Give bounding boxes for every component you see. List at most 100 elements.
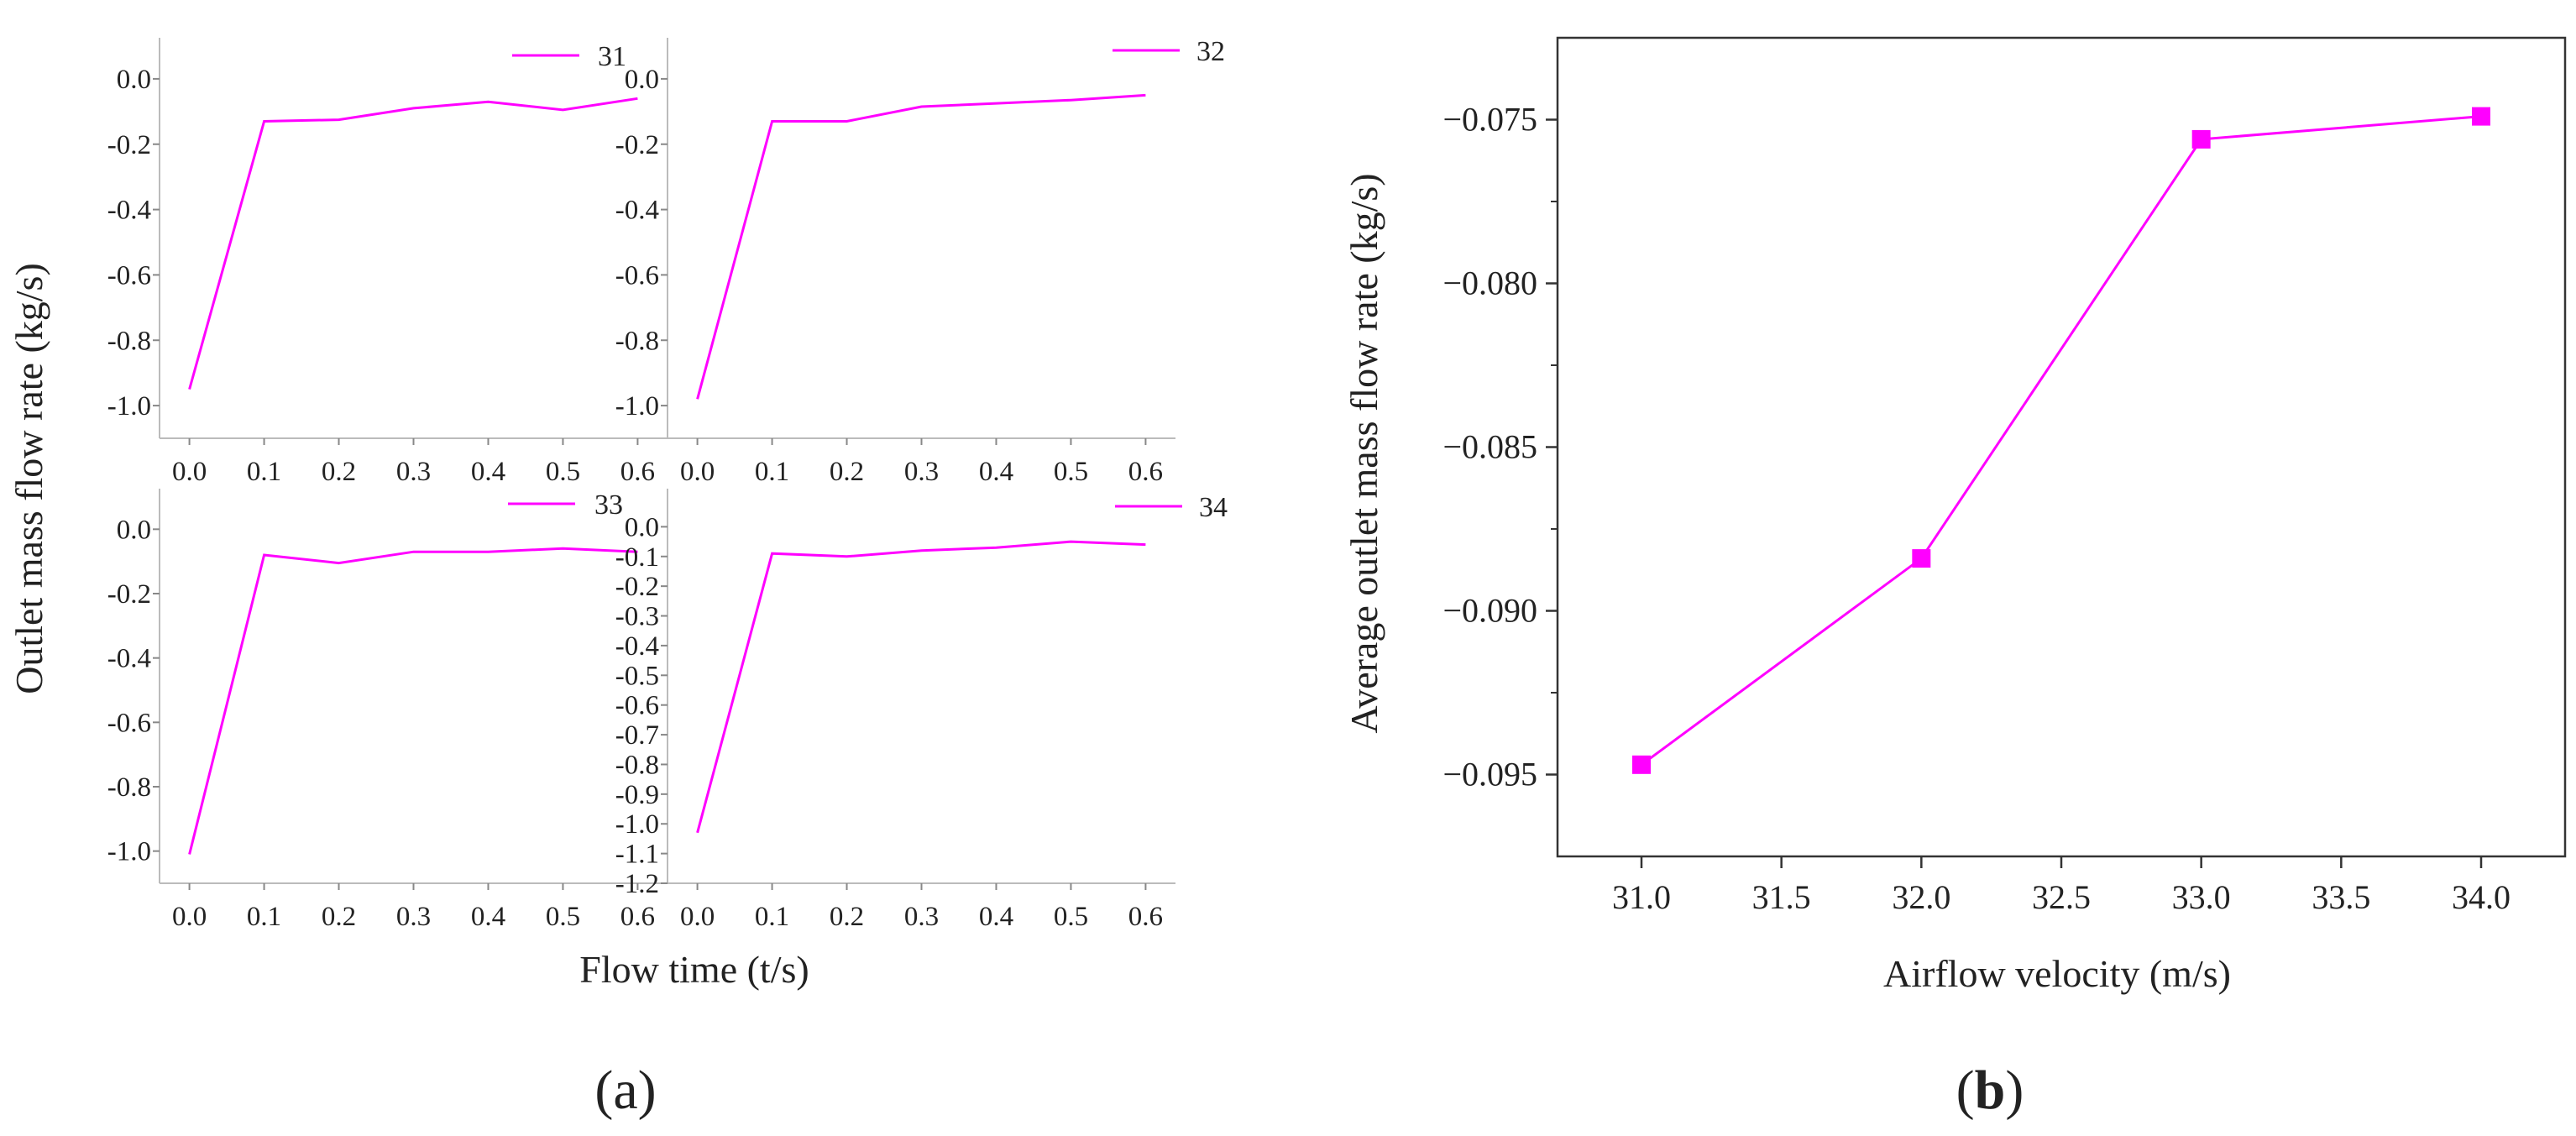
x-tick-label: 0.2 [322, 457, 356, 487]
y-tick-label: -0.6 [615, 260, 659, 291]
y-tick-label: -1.0 [107, 837, 151, 867]
x-tick-label: 0.4 [979, 902, 1013, 932]
y-tick-label: -1.1 [615, 840, 659, 870]
x-tick-label: 0.6 [1128, 902, 1163, 932]
y-tick-label: -1.2 [615, 869, 659, 899]
y-tick-label: -0.2 [615, 130, 659, 160]
x-tick-label: 0.3 [396, 902, 431, 932]
x-tick-label: 0.2 [830, 902, 864, 932]
series-line-32 [696, 93, 1146, 400]
y-tick-label: -0.8 [107, 326, 151, 356]
x-tick-label: 0.6 [620, 902, 655, 932]
x-tick-label: 0.4 [471, 457, 505, 487]
x-tick-label: 0.1 [755, 457, 789, 487]
y-tick-label: −0.085 [1442, 428, 1537, 466]
x-tick-label: 0.5 [546, 902, 580, 932]
x-tick-label: 0.3 [396, 457, 431, 487]
x-tick-label: 0.3 [904, 457, 939, 487]
plot-frame [1556, 36, 2567, 858]
y-tick-label: 0.0 [625, 512, 659, 542]
panel-a-ylabel: Outlet mass flow rate (kg/s) [8, 263, 50, 694]
y-tick-label: -0.6 [615, 691, 659, 721]
x-tick-label: 0.2 [830, 457, 864, 487]
y-tick-label: -0.1 [615, 542, 659, 573]
x-tick-label: 0.0 [680, 457, 715, 487]
x-tick-label: 0.1 [755, 902, 789, 932]
y-tick-label: 0.0 [117, 515, 151, 545]
x-tick-label: 0.3 [904, 902, 939, 932]
y-tick-label: -1.0 [615, 391, 659, 421]
subplot-31: -1.0 -0.8 -0.6 -0.4 -0.2 0.0 0.0 0.1 0.2 0.3 0.4 0.… [107, 38, 668, 487]
x-tick-label: 0.0 [172, 902, 207, 932]
panel-label-a: (a) [594, 1060, 656, 1121]
y-tick-label: -0.5 [615, 661, 659, 691]
y-tick-label: -0.6 [107, 260, 151, 291]
subplot-34: -1.2-1.1-1.0-0.9-0.8-0.7-0.6-0.5-0.4-0.3… [615, 489, 1228, 932]
panel-a-xlabel: Flow time (t/s) [579, 948, 809, 991]
x-tick-label: 0.0 [172, 457, 207, 487]
y-tick-label: −0.080 [1442, 264, 1537, 302]
panel-label-b: (b) [1956, 1060, 2024, 1121]
data-point-marker [2191, 129, 2211, 149]
y-tick-label: -0.4 [615, 196, 659, 226]
y-tick-label: −0.095 [1442, 756, 1537, 793]
y-tick-label: -0.2 [615, 572, 659, 602]
y-tick-label: -0.9 [615, 780, 659, 810]
data-point-marker [1632, 755, 1651, 774]
subplot-33: -1.0 -0.8 -0.6 -0.4 -0.2 0.0 0.0 0.1 0.2 0.3 0.4 0.… [107, 489, 668, 932]
legend-label: 32 [1196, 36, 1225, 67]
y-tick-label: -0.2 [107, 130, 151, 160]
x-tick-label: 0.4 [979, 457, 1013, 487]
y-tick-label: -0.8 [615, 750, 659, 780]
panel-label-b-close: ) [2005, 1060, 2024, 1121]
data-point-marker [2472, 107, 2490, 126]
data-point-marker [1912, 549, 1931, 568]
x-tick-label: 31.0 [1612, 878, 1671, 916]
x-tick-label: 32.5 [2032, 878, 2091, 916]
legend-label: 33 [594, 489, 623, 521]
y-tick-label: -1.0 [107, 391, 151, 421]
x-tick-label: 33.0 [2172, 878, 2231, 916]
x-tick-label: 31.5 [1752, 878, 1811, 916]
x-tick-label: 0.5 [546, 457, 580, 487]
y-tick-label: -0.7 [615, 720, 659, 751]
y-tick-label: -0.4 [107, 196, 151, 226]
x-tick-label: 0.4 [471, 902, 505, 932]
x-tick-label: 0.2 [322, 902, 356, 932]
y-tick-label: −0.075 [1442, 101, 1537, 139]
panel-b-chart: −0.095 −0.090 −0.085 −0.080 −0.075 31.0 31.5 32… [1442, 36, 2567, 916]
x-tick-label: 0.1 [247, 902, 281, 932]
panel-b-ylabel: Average outlet mass flow rate (kg/s) [1343, 173, 1385, 733]
y-tick-label: -0.2 [107, 579, 151, 610]
series-line-31 [188, 97, 638, 390]
y-tick-label: 0.0 [117, 65, 151, 95]
x-tick-label: 0.6 [1128, 457, 1163, 487]
y-tick-label: -0.8 [107, 772, 151, 803]
y-tick-label: -0.4 [615, 631, 659, 662]
x-tick-label: 32.0 [1892, 878, 1950, 916]
series-line [1641, 115, 2482, 767]
x-tick-label: 34.0 [2452, 878, 2511, 916]
legend-label: 34 [1199, 492, 1228, 523]
x-tick-label: 0.0 [680, 902, 715, 932]
x-tick-label: 0.6 [620, 457, 655, 487]
y-tick-label: 0.0 [625, 65, 659, 95]
y-tick-label: −0.090 [1442, 592, 1537, 630]
legend-label: 31 [598, 41, 626, 72]
subplot-32: -1.0 -0.8 -0.6 -0.4 -0.2 0.0 0.0 0.1 0.2 0.3 0.4 0.… [615, 36, 1225, 487]
y-tick-label: -1.0 [615, 809, 659, 840]
x-tick-label: 0.5 [1054, 902, 1088, 932]
panel-label-b-open: ( [1956, 1060, 1975, 1121]
x-tick-label: 33.5 [2312, 878, 2370, 916]
series-line-34 [696, 540, 1146, 834]
y-tick-label: -0.8 [615, 326, 659, 356]
panel-b-xlabel: Airflow velocity (m/s) [1883, 952, 2231, 995]
series-line-33 [188, 547, 638, 855]
x-tick-label: 0.5 [1054, 457, 1088, 487]
x-tick-label: 0.1 [247, 457, 281, 487]
y-tick-label: -0.3 [615, 602, 659, 632]
y-tick-label: -0.4 [107, 644, 151, 674]
panel-label-b-letter: b [1975, 1060, 2006, 1121]
y-tick-label: -0.6 [107, 708, 151, 738]
